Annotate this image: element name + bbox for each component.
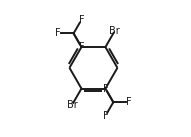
Text: F: F [55,28,61,38]
Text: Br: Br [67,100,78,110]
Text: F: F [103,111,108,121]
Text: Br: Br [109,26,120,36]
Text: F: F [103,84,108,94]
Text: F: F [126,97,132,107]
Text: F: F [79,42,84,52]
Text: F: F [79,15,84,25]
